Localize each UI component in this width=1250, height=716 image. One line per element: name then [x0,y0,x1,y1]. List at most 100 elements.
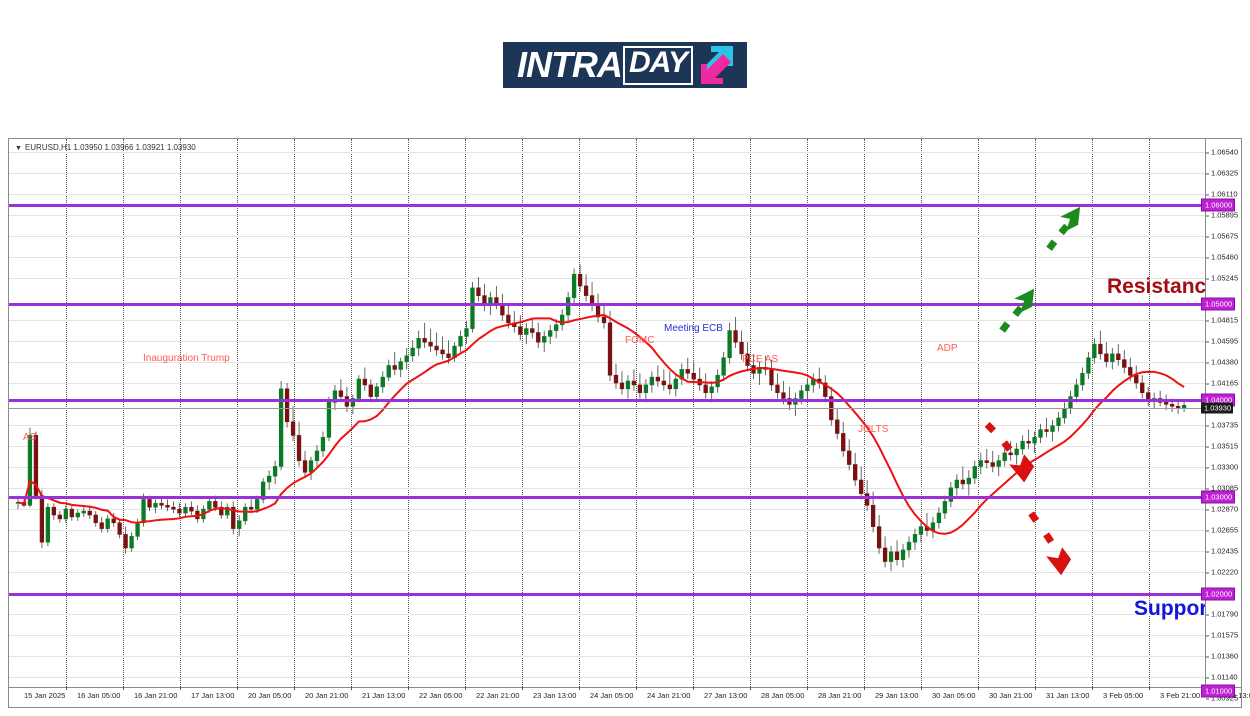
price-tick-label: 1.05675 [1206,232,1238,241]
vertical-gridline [522,139,523,687]
vertical-gridline [978,139,979,687]
horizontal-gridline [9,152,1205,153]
vertical-gridline [294,139,295,687]
chart-plot-area[interactable]: AS Inauguration Trump FOMC Meeting ECB PCE A… [9,139,1205,687]
time-tick-label: 22 Jan 05:00 [419,691,463,700]
moving-average-line [17,313,1185,535]
time-tick-label: 3 Feb 21:00 [1160,691,1201,700]
logo-arrows [697,44,737,86]
vertical-gridline [465,139,466,687]
key-level-price-label[interactable]: 1.06000 [1201,198,1236,212]
price-tick-label: 1.02220 [1206,568,1238,577]
time-tick-mark [693,687,694,690]
vertical-gridline [807,139,808,687]
key-level-price-label[interactable]: 1.03000 [1201,490,1236,504]
time-tick-label: 3 Feb 05:00 [1103,691,1144,700]
key-level-line[interactable] [9,303,1205,306]
current-price-line [9,408,1205,409]
key-level-line[interactable] [9,593,1205,596]
time-tick-mark [237,687,238,690]
time-tick-label: 30 Jan 21:00 [989,691,1033,700]
chart-symbol-header: ▼ EURUSD,H1 1.03950 1.03966 1.03921 1.039… [15,143,196,152]
time-tick-mark [522,687,523,690]
time-tick-mark [408,687,409,690]
horizontal-gridline [9,320,1205,321]
event-annotation: AS [23,432,37,443]
horizontal-gridline [9,236,1205,237]
time-tick-mark [864,687,865,690]
price-tick-label: 1.06110 [1206,190,1238,199]
price-tick-label: 1.04165 [1206,379,1238,388]
price-axis[interactable]: 1.06540 1.06325 1.06110 1.05895 1.05675 1.054… [1201,139,1241,703]
time-tick-label: 24 Jan 05:00 [590,691,634,700]
key-level-line[interactable] [9,399,1205,402]
price-tick-label: 1.04815 [1206,316,1238,325]
key-level-price-label[interactable]: 1.02000 [1201,587,1236,601]
time-tick-label: 28 Jan 05:00 [761,691,805,700]
price-tick-label: 1.06325 [1206,169,1238,178]
price-tick-label: 1.01140 [1206,673,1238,682]
time-axis[interactable]: 15 Jan 2025 16 Jan 05:00 16 Jan 21:00 17 Ja… [9,687,1250,707]
symbol-ohlc-text: EURUSD,H1 1.03950 1.03966 1.03921 1.0393… [24,143,196,152]
key-level-price-label[interactable]: 1.01000 [1201,684,1236,698]
time-tick-mark [1092,687,1093,690]
time-tick-mark [123,687,124,690]
collapse-triangle-icon[interactable]: ▼ [15,145,22,152]
time-tick-mark [978,687,979,690]
horizontal-gridline [9,362,1205,363]
price-tick-label: 1.03085 [1206,484,1238,493]
horizontal-gridline [9,635,1205,636]
vertical-gridline [180,139,181,687]
time-tick-mark [1149,687,1150,690]
intraday-logo: INTRA DAY [502,42,748,88]
time-tick-label: 27 Jan 13:00 [704,691,748,700]
vertical-gridline [351,139,352,687]
price-tick-label: 1.02655 [1206,526,1238,535]
horizontal-gridline [9,572,1205,573]
time-tick-label: 21 Jan 13:00 [362,691,406,700]
time-tick-label: 29 Jan 13:00 [875,691,919,700]
time-tick-label: 20 Jan 21:00 [305,691,349,700]
horizontal-gridline [9,215,1205,216]
horizontal-gridline [9,551,1205,552]
event-annotation: FOMC [625,335,655,346]
vertical-gridline [864,139,865,687]
time-tick-label: 16 Jan 05:00 [77,691,121,700]
vertical-gridline [636,139,637,687]
price-tick-label: 1.01360 [1206,652,1238,661]
time-tick-mark [465,687,466,690]
vertical-gridline [237,139,238,687]
horizontal-gridline [9,257,1205,258]
time-tick-mark [1035,687,1036,690]
horizontal-gridline [9,341,1205,342]
event-annotation: JOLTS [858,424,889,435]
price-tick-label: 1.04595 [1206,337,1238,346]
brand-logo-container: INTRA DAY [0,34,1250,96]
horizontal-gridline [9,467,1205,468]
time-tick-label: 24 Jan 21:00 [647,691,691,700]
time-tick-mark [294,687,295,690]
time-tick-label: 20 Jan 05:00 [248,691,292,700]
time-tick-label: 30 Jan 05:00 [932,691,976,700]
logo-text-intra: INTRA [516,44,623,85]
time-tick-label: 22 Jan 21:00 [476,691,520,700]
event-annotation: Meeting ECB [664,323,723,334]
vertical-gridline [123,139,124,687]
price-tick-label: 1.02870 [1206,505,1238,514]
horizontal-gridline [9,488,1205,489]
time-tick-label: 31 Jan 13:00 [1046,691,1090,700]
current-price-label: 1.03930 [1201,402,1234,414]
horizontal-gridline [9,278,1205,279]
key-level-line[interactable] [9,496,1205,499]
price-tick-label: 1.05895 [1206,211,1238,220]
price-chart[interactable]: ▼ EURUSD,H1 1.03950 1.03966 1.03921 1.039… [8,138,1250,708]
logo-day-box: DAY [622,45,694,85]
price-tick-label: 1.03515 [1206,442,1238,451]
key-level-price-label[interactable]: 1.05000 [1201,297,1236,311]
key-level-line[interactable] [9,204,1205,207]
horizontal-gridline [9,677,1205,678]
vertical-gridline [1149,139,1150,687]
price-tick-label: 1.00925 [1206,694,1238,703]
vertical-gridline [66,139,67,687]
horizontal-gridline [9,425,1205,426]
